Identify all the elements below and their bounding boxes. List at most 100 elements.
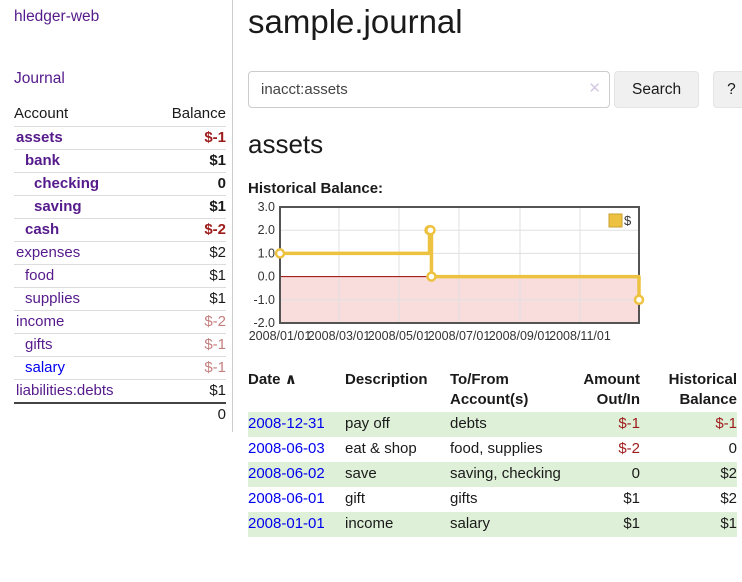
account-link[interactable]: assets <box>16 129 63 146</box>
account-row: expenses $2 <box>14 241 226 265</box>
transaction-amount: $-1 <box>618 415 640 432</box>
svg-text:2008/11/01: 2008/11/01 <box>549 329 611 343</box>
account-row: saving $1 <box>14 195 226 219</box>
sidebar: hledger-web Journal Account Balance asse… <box>0 0 233 537</box>
account-balance: $-2 <box>204 313 226 330</box>
transaction-description: gift <box>345 490 366 507</box>
transaction-row[interactable]: 2008-12-31 pay off debts $-1 $-1 <box>248 412 737 437</box>
transaction-accounts: salary <box>450 515 491 532</box>
account-balance: $1 <box>209 290 226 307</box>
account-link[interactable]: supplies <box>25 290 81 307</box>
svg-text:2008/05/01: 2008/05/01 <box>368 329 431 343</box>
description-column-header: Description <box>345 371 428 388</box>
help-button[interactable]: ? <box>713 71 742 108</box>
clear-search-icon[interactable]: ✕ <box>588 80 601 97</box>
account-link[interactable]: checking <box>34 175 100 192</box>
svg-text:2008/03/01: 2008/03/01 <box>308 329 371 343</box>
account-balance: $1 <box>209 382 226 399</box>
account-row: income $-2 <box>14 310 226 334</box>
transaction-amount: $-2 <box>618 440 640 457</box>
date-header-label: Date <box>248 371 281 388</box>
account-link[interactable]: income <box>16 313 65 330</box>
account-link[interactable]: cash <box>25 221 60 238</box>
account-balance: $1 <box>209 152 226 169</box>
transaction-row[interactable]: 2008-06-01 gift gifts $1 $2 <box>248 487 737 512</box>
register-body: 2008-12-31 pay off debts $-1 $-1 2008-06-03 ea… <box>248 412 737 537</box>
account-balance: $2 <box>209 244 226 261</box>
account-balance: $1 <box>209 267 226 284</box>
brand-link[interactable]: hledger-web <box>14 8 100 25</box>
transaction-amount: $1 <box>623 515 640 532</box>
transaction-date-link[interactable]: 2008-06-03 <box>248 440 325 457</box>
transaction-row[interactable]: 2008-01-01 income salary $1 $1 <box>248 512 737 537</box>
account-link[interactable]: food <box>25 267 55 284</box>
account-link[interactable]: liabilities:debts <box>16 382 114 399</box>
account-row: food $1 <box>14 264 226 288</box>
account-link[interactable]: expenses <box>16 244 81 261</box>
transaction-amount: 0 <box>631 465 640 482</box>
sidebar-nav: Journal <box>14 70 226 88</box>
account-row: cash $-2 <box>14 218 226 242</box>
account-balance: $-1 <box>204 359 226 376</box>
transaction-row[interactable]: 2008-06-03 eat & shop food, supplies $-2 0 <box>248 437 737 462</box>
svg-text:3.0: 3.0 <box>258 200 275 214</box>
search-input[interactable] <box>248 71 610 108</box>
sort-asc-icon: ∧ <box>284 371 297 388</box>
account-row: bank $1 <box>14 149 226 173</box>
account-row: gifts $-1 <box>14 333 226 357</box>
account-column-header: Account <box>14 105 69 122</box>
transaction-balance: 0 <box>728 440 737 457</box>
account-balance: $-1 <box>204 129 226 146</box>
svg-text:2008/07/01: 2008/07/01 <box>428 329 491 343</box>
transaction-accounts: food, supplies <box>450 440 543 457</box>
svg-text:$: $ <box>624 213 632 228</box>
transaction-row[interactable]: 2008-06-02 save saving, checking 0 $2 <box>248 462 737 487</box>
transaction-accounts: saving, checking <box>450 465 561 482</box>
transaction-date-link[interactable]: 2008-12-31 <box>248 415 325 432</box>
account-balance: $-2 <box>204 221 226 238</box>
sidebar-accounts-table: Account Balance assets $-1 bank $1 checking 0… <box>14 103 226 426</box>
account-link[interactable]: bank <box>25 152 61 169</box>
chart-label: Historical Balance: <box>248 180 384 197</box>
app-layout: hledger-web Journal Account Balance asse… <box>0 0 742 537</box>
search-form: ✕ Search ? <box>248 71 742 108</box>
account-link[interactable]: saving <box>34 198 82 215</box>
transaction-description: income <box>345 515 394 532</box>
accounts-total-row: 0 <box>14 403 226 426</box>
svg-text:2.0: 2.0 <box>258 223 275 237</box>
account-link[interactable]: salary <box>25 359 66 376</box>
account-row: liabilities:debts $1 <box>14 379 226 404</box>
register-table: Date ∧ Description To/From Account(s) Am… <box>248 368 737 537</box>
svg-text:-2.0: -2.0 <box>253 316 275 330</box>
transaction-date-link[interactable]: 2008-01-01 <box>248 515 325 532</box>
transaction-description: pay off <box>345 415 390 432</box>
balance-chart[interactable]: $3.0 2.0 1.0 0.0 -1.0 -2.02008/01/012008/03/0… <box>248 200 648 345</box>
date-column-header[interactable]: Date ∧ <box>248 368 345 412</box>
nav-journal-link[interactable]: Journal <box>14 70 65 87</box>
transaction-accounts: debts <box>450 415 487 432</box>
amount-column-header: Amount Out/In <box>583 371 640 408</box>
account-row: supplies $1 <box>14 287 226 311</box>
svg-text:2008/09/01: 2008/09/01 <box>489 329 552 343</box>
main-content: sample.journal ✕ Search ? assets Histori… <box>233 0 742 537</box>
account-balance: $1 <box>209 198 226 215</box>
svg-text:2008/01/01: 2008/01/01 <box>249 329 312 343</box>
transaction-balance: $-1 <box>715 415 737 432</box>
accounts-header-row: Account Balance <box>14 103 226 127</box>
transaction-balance: $2 <box>720 465 737 482</box>
search-button[interactable]: Search <box>614 71 700 108</box>
transaction-description: save <box>345 465 377 482</box>
transaction-balance: $1 <box>720 515 737 532</box>
account-link[interactable]: gifts <box>25 336 53 353</box>
account-row: assets $-1 <box>14 126 226 150</box>
transaction-balance: $2 <box>720 490 737 507</box>
account-title: assets <box>248 129 324 159</box>
svg-text:1.0: 1.0 <box>258 246 275 260</box>
transaction-date-link[interactable]: 2008-06-02 <box>248 465 325 482</box>
account-row: salary $-1 <box>14 356 226 380</box>
transaction-date-link[interactable]: 2008-06-01 <box>248 490 325 507</box>
sidebar-accounts-body: assets $-1 bank $1 checking 0 saving $1 cash $-2 e… <box>14 126 226 404</box>
balance-column-header: Balance <box>171 105 226 122</box>
account-tofrom-column-header: To/From Account(s) <box>450 371 529 408</box>
page-title: sample.journal <box>248 3 463 40</box>
